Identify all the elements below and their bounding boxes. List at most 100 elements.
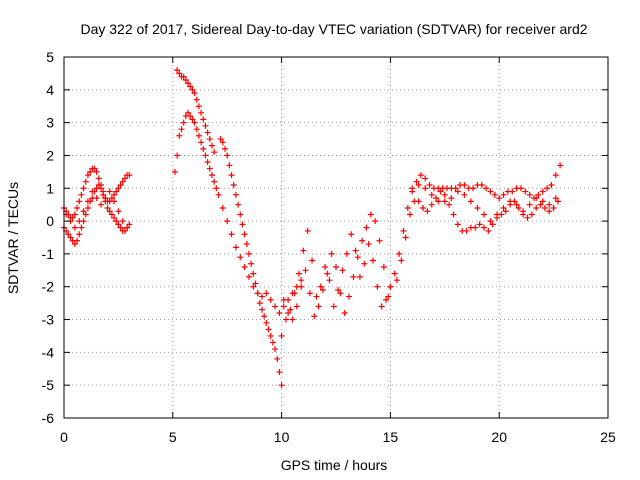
- data-point: [117, 181, 124, 188]
- data-point: [404, 204, 411, 211]
- data-point: [235, 201, 242, 208]
- data-point: [298, 283, 305, 290]
- data-point: [470, 185, 477, 192]
- y-tick-label: -5: [42, 377, 55, 393]
- data-point: [187, 113, 194, 120]
- data-point: [263, 319, 270, 326]
- data-series: [171, 109, 220, 192]
- data-point: [463, 227, 470, 234]
- data-point: [84, 172, 91, 179]
- data-point: [263, 290, 270, 297]
- data-point: [461, 191, 468, 198]
- data-point: [537, 201, 544, 208]
- data-point: [208, 172, 215, 179]
- data-point: [461, 181, 468, 188]
- data-point: [69, 214, 76, 221]
- data-point: [476, 221, 483, 228]
- y-tick-label: -2: [42, 279, 55, 295]
- data-point: [415, 181, 422, 188]
- data-point: [204, 159, 211, 166]
- y-tick-label: -4: [42, 344, 55, 360]
- data-series: [409, 181, 559, 225]
- data-point: [304, 227, 311, 234]
- data-point: [174, 152, 181, 159]
- data-point: [95, 181, 102, 188]
- data-point: [189, 86, 196, 93]
- data-point: [356, 273, 363, 280]
- data-point: [219, 204, 226, 211]
- data-point: [548, 181, 555, 188]
- data-point: [496, 195, 503, 202]
- data-point: [67, 234, 74, 241]
- data-series: [63, 188, 131, 231]
- data-point: [254, 290, 261, 297]
- data-point: [245, 273, 252, 280]
- data-point: [259, 293, 266, 300]
- data-point: [241, 264, 248, 271]
- x-tick-label: 5: [169, 429, 177, 445]
- data-point: [76, 198, 83, 205]
- y-tick-label: 2: [46, 147, 54, 163]
- data-point: [346, 293, 353, 300]
- data-point: [282, 316, 289, 323]
- data-point: [452, 185, 459, 192]
- data-point: [97, 201, 104, 208]
- data-point: [333, 264, 339, 271]
- data-point: [500, 191, 507, 198]
- data-point: [420, 204, 427, 211]
- data-point: [278, 332, 285, 339]
- data-point: [124, 224, 131, 231]
- data-point: [517, 185, 524, 192]
- data-point: [78, 191, 85, 198]
- data-point: [322, 264, 329, 271]
- data-point: [335, 287, 342, 294]
- data-point: [502, 208, 509, 215]
- data-point: [178, 126, 185, 133]
- data-point: [126, 221, 133, 228]
- data-point: [350, 273, 357, 280]
- data-point: [328, 250, 335, 257]
- data-point: [91, 165, 98, 172]
- data-point: [296, 270, 303, 277]
- data-point: [185, 80, 192, 87]
- data-point: [269, 339, 276, 346]
- data-point: [174, 67, 181, 74]
- data-point: [213, 185, 220, 192]
- data-point: [372, 218, 379, 225]
- data-point: [74, 237, 81, 244]
- x-tick-label: 25: [600, 429, 616, 445]
- data-point: [494, 211, 501, 218]
- data-point: [108, 195, 115, 202]
- data-point: [552, 172, 559, 179]
- data-series: [215, 191, 305, 316]
- data-point: [509, 188, 516, 195]
- y-tick-label: 0: [46, 213, 54, 229]
- data-point: [546, 201, 553, 208]
- data-point: [400, 227, 407, 234]
- data-point: [211, 178, 218, 185]
- data-point: [467, 198, 474, 205]
- data-point: [539, 198, 546, 205]
- data-point: [222, 145, 229, 152]
- data-point: [341, 309, 348, 316]
- grid-lines: [64, 57, 608, 418]
- data-point: [478, 181, 485, 188]
- data-point: [224, 218, 231, 225]
- data-point: [111, 191, 118, 198]
- data-point: [200, 116, 207, 123]
- data-point: [278, 382, 285, 389]
- data-point: [343, 250, 350, 257]
- data-point: [374, 283, 381, 290]
- data-point: [280, 303, 287, 310]
- data-point: [208, 142, 215, 149]
- data-point: [378, 303, 385, 310]
- data-point: [226, 162, 233, 169]
- data-point: [402, 234, 409, 241]
- data-series: [393, 188, 561, 284]
- data-point: [104, 204, 111, 211]
- data-point: [513, 201, 520, 208]
- data-point: [339, 267, 346, 274]
- data-point: [180, 73, 187, 80]
- data-point: [84, 204, 91, 211]
- data-point: [526, 191, 533, 198]
